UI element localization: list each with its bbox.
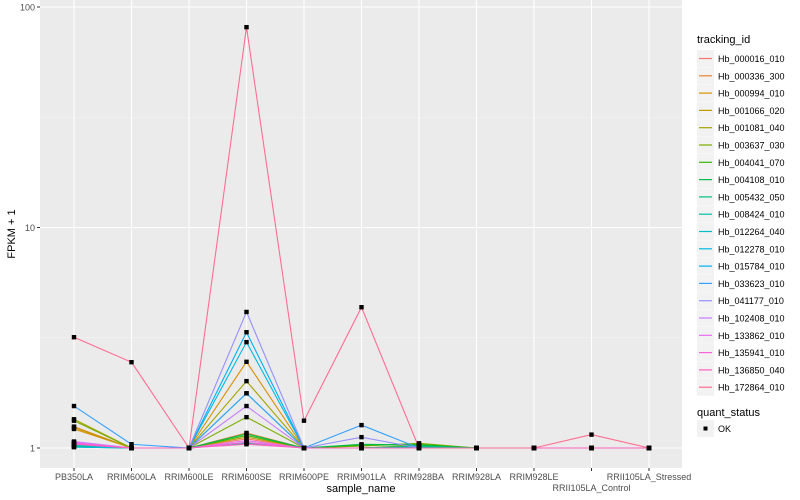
- legend-point-swatch: [703, 426, 708, 431]
- x-tick-label: RRIM928BA: [394, 472, 444, 482]
- legend-label: Hb_015784_010: [718, 262, 785, 272]
- data-point: [244, 414, 249, 420]
- data-point: [71, 442, 77, 447]
- x-tick-label: RRIM600SE: [221, 472, 271, 482]
- data-point: [416, 445, 422, 451]
- legend-title-tracking-id: tracking_id: [697, 34, 750, 46]
- data-point: [589, 432, 594, 437]
- data-point: [129, 442, 134, 447]
- data-point: [244, 359, 249, 364]
- legend-label: Hb_133862_010: [718, 331, 785, 341]
- legend-label: Hb_172864_010: [718, 383, 785, 393]
- x-tick-label: PB350LA: [55, 472, 93, 482]
- data-point: [359, 445, 364, 451]
- data-point: [359, 422, 364, 428]
- x-tick-label: RRII105LA_Stressed: [607, 472, 692, 482]
- legend-label: Hb_000994_010: [718, 89, 785, 99]
- data-point: [359, 305, 364, 310]
- data-point: [244, 391, 249, 396]
- x-tick-label: RRIM928LA: [452, 472, 501, 482]
- data-point: [129, 445, 134, 451]
- y-tick-label: 10: [25, 223, 35, 233]
- x-tick-label: RRIM928LE: [509, 472, 558, 482]
- data-point: [186, 445, 192, 451]
- data-point: [474, 445, 479, 451]
- data-point: [531, 445, 537, 451]
- data-point: [244, 339, 249, 345]
- data-point: [646, 445, 652, 451]
- data-point: [301, 418, 307, 423]
- y-tick-label: 1: [30, 444, 35, 454]
- legend-label: Hb_000016_010: [718, 54, 785, 64]
- legend-label: Hb_102408_010: [718, 314, 785, 324]
- data-point: [71, 444, 77, 450]
- legend-label: Hb_136850_040: [718, 365, 785, 375]
- data-point: [301, 445, 307, 451]
- data-point: [71, 418, 77, 423]
- x-tick-label: RRIM600PE: [279, 472, 329, 482]
- x-tick-label: RRIM901LA: [337, 472, 386, 482]
- x-tick-label: RRII105LA_Control: [552, 483, 630, 493]
- data-point: [359, 434, 364, 440]
- data-point: [244, 442, 249, 447]
- legend-label: Hb_012264_040: [718, 227, 785, 237]
- legend-label: Hb_033623_010: [718, 279, 785, 289]
- legend-label: Hb_004041_070: [718, 158, 785, 168]
- data-point: [71, 335, 77, 340]
- legend-label: Hb_008424_010: [718, 210, 785, 220]
- data-point: [244, 309, 249, 315]
- legend-title-quant-status: quant_status: [697, 407, 760, 419]
- data-point: [244, 431, 249, 436]
- y-tick-label: 100: [20, 3, 35, 13]
- legend-label: Hb_041177_010: [718, 296, 784, 306]
- legend-label: Hb_005432_050: [718, 192, 785, 202]
- data-point: [244, 330, 249, 335]
- x-axis-title: sample_name: [326, 483, 395, 495]
- data-point: [589, 445, 594, 451]
- data-point: [71, 403, 77, 409]
- data-point: [244, 378, 249, 384]
- data-point: [244, 403, 249, 409]
- x-tick-label: RRIM600LE: [164, 472, 213, 482]
- y-axis-title: FPKM + 1: [6, 209, 18, 258]
- legend-label: OK: [718, 424, 731, 434]
- data-point: [244, 24, 249, 30]
- legend-label: Hb_003637_030: [718, 141, 785, 151]
- data-point: [359, 442, 364, 447]
- legend-label: Hb_001066_020: [718, 106, 785, 116]
- legend-label: Hb_000336_300: [718, 71, 785, 81]
- data-point: [129, 359, 134, 365]
- x-tick-label: RRIM600LA: [107, 472, 156, 482]
- legend-label: Hb_004108_010: [718, 175, 785, 185]
- data-point: [71, 425, 77, 430]
- legend-label: Hb_135941_010: [718, 348, 785, 358]
- legend-label: Hb_012278_010: [718, 244, 785, 254]
- legend-label: Hb_001081_040: [718, 123, 785, 133]
